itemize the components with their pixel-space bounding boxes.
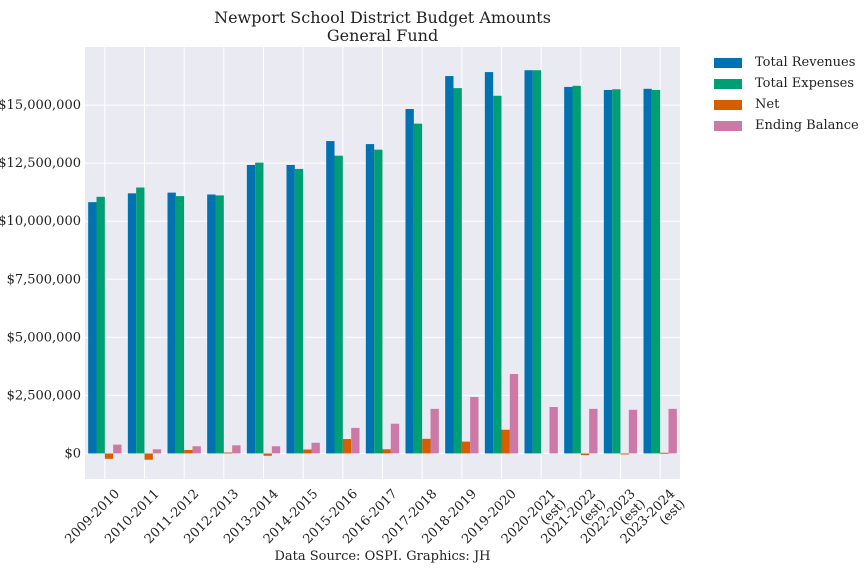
legend-swatch-expenses bbox=[714, 78, 742, 89]
legend-item-revenues: Total Revenues bbox=[714, 52, 859, 73]
bar-total-expenses bbox=[612, 89, 621, 454]
bar-total-revenues bbox=[405, 109, 414, 454]
bar-total-revenues bbox=[445, 76, 454, 454]
bar-net bbox=[461, 441, 471, 454]
bar-ending-balance bbox=[390, 423, 400, 454]
bar-net bbox=[223, 452, 233, 454]
bar-total-expenses bbox=[413, 123, 423, 454]
bar-net bbox=[580, 453, 590, 456]
bar-total-revenues bbox=[286, 164, 295, 454]
bar-total-revenues bbox=[326, 141, 335, 454]
legend-item-net: Net bbox=[714, 94, 859, 115]
bar-total-expenses bbox=[572, 85, 581, 454]
y-tick-label: $15,000,000 bbox=[0, 98, 81, 113]
bar-net bbox=[382, 449, 391, 454]
bar-net bbox=[660, 452, 669, 454]
bar-total-revenues bbox=[564, 86, 573, 454]
bar-total-revenues bbox=[88, 202, 97, 454]
legend-swatch-net bbox=[714, 99, 742, 110]
bar-total-expenses bbox=[215, 195, 224, 454]
data-source-caption: Data Source: OSPI. Graphics: JH bbox=[274, 549, 491, 564]
bar-total-expenses bbox=[532, 70, 542, 454]
bar-ending-balance bbox=[430, 408, 439, 454]
y-tick-label: $7,500,000 bbox=[7, 272, 81, 287]
bar-net bbox=[303, 449, 312, 454]
bar-total-expenses bbox=[334, 155, 343, 454]
bar-net bbox=[184, 449, 193, 454]
bar-total-expenses bbox=[294, 168, 304, 454]
bar-net bbox=[263, 453, 272, 456]
legend-item-expenses: Total Expenses bbox=[714, 73, 859, 94]
bar-total-expenses bbox=[136, 187, 145, 454]
y-tick-label: $0 bbox=[64, 446, 81, 461]
bar-ending-balance bbox=[668, 408, 677, 454]
bar-total-revenues bbox=[603, 89, 613, 454]
bar-total-revenues bbox=[246, 164, 256, 454]
chart-subtitle: General Fund bbox=[326, 26, 439, 45]
legend-label-ending-balance: Ending Balance bbox=[755, 118, 859, 133]
bar-total-revenues bbox=[167, 192, 176, 454]
bar-net bbox=[620, 453, 629, 455]
bar-net bbox=[144, 453, 153, 460]
legend-label-revenues: Total Revenues bbox=[755, 55, 856, 70]
chart-title: Newport School District Budget Amounts bbox=[214, 8, 551, 27]
bar-ending-balance bbox=[549, 407, 558, 454]
legend-swatch-revenues bbox=[714, 57, 742, 68]
bar-net bbox=[422, 438, 431, 454]
bar-ending-balance bbox=[113, 444, 122, 454]
legend-label-expenses: Total Expenses bbox=[755, 76, 854, 91]
bar-ending-balance bbox=[509, 374, 519, 454]
bar-ending-balance bbox=[628, 409, 638, 454]
y-tick-label: $5,000,000 bbox=[7, 330, 81, 345]
bar-ending-balance bbox=[152, 449, 162, 454]
bar-total-expenses bbox=[96, 196, 105, 454]
bar-total-revenues bbox=[643, 88, 652, 454]
bar-total-expenses bbox=[175, 196, 185, 454]
y-tick-label: $2,500,000 bbox=[7, 388, 81, 403]
legend-swatch-ending-balance bbox=[714, 120, 742, 131]
legend-label-net: Net bbox=[755, 97, 780, 112]
bar-ending-balance bbox=[351, 427, 360, 454]
bar-total-revenues bbox=[524, 70, 533, 454]
legend-item-ending-balance: Ending Balance bbox=[714, 115, 859, 136]
bar-total-revenues bbox=[207, 194, 216, 454]
y-tick-label: $12,500,000 bbox=[0, 156, 81, 171]
bar-total-expenses bbox=[493, 95, 502, 454]
bar-total-expenses bbox=[374, 149, 383, 454]
bar-ending-balance bbox=[232, 445, 241, 454]
bar-net bbox=[342, 439, 352, 454]
bar-ending-balance bbox=[470, 397, 479, 454]
bar-total-revenues bbox=[365, 144, 375, 454]
bar-ending-balance bbox=[271, 446, 281, 454]
bar-total-expenses bbox=[651, 89, 661, 454]
bar-total-expenses bbox=[453, 88, 462, 454]
bar-ending-balance bbox=[311, 442, 320, 454]
bar-total-expenses bbox=[255, 162, 264, 454]
bar-ending-balance bbox=[589, 408, 598, 454]
bar-net bbox=[104, 453, 114, 459]
y-tick-label: $10,000,000 bbox=[0, 214, 81, 229]
bar-total-revenues bbox=[127, 193, 137, 454]
bar-ending-balance bbox=[192, 446, 201, 454]
bar-net bbox=[501, 429, 510, 454]
chart-legend: Total Revenues Total Expenses Net Ending… bbox=[714, 52, 859, 136]
bar-total-revenues bbox=[484, 72, 494, 454]
